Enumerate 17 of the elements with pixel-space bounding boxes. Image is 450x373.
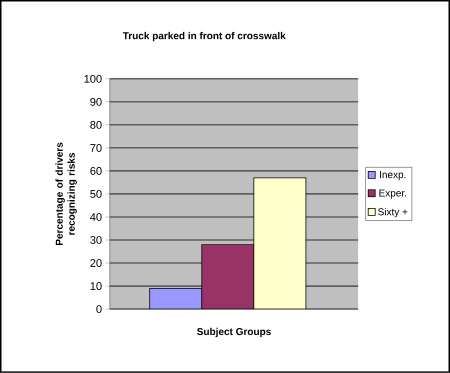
y-tick-label: 80 — [90, 121, 102, 129]
legend-label: Sixty + — [378, 208, 408, 218]
y-tick-label: 30 — [90, 236, 102, 244]
y-tick-label: 0 — [96, 305, 102, 314]
x-axis-title: Subject Groups — [197, 328, 271, 338]
y-tick-label: 60 — [90, 167, 102, 175]
y-tick-label: 40 — [90, 213, 102, 221]
legend-label: Exper. — [379, 190, 406, 199]
y-tick-label: 50 — [90, 190, 102, 198]
y-tick-label: 10 — [90, 282, 102, 290]
chart-title: Truck parked in front of crosswalk — [122, 32, 286, 42]
y-axis-title: Percentage of drivers recognizing risks — [55, 142, 77, 246]
legend-label: Inexp. — [380, 171, 406, 180]
y-tick-label: 70 — [90, 144, 102, 152]
y-tick-label: 100 — [84, 74, 102, 83]
y-tick-label: 20 — [90, 259, 102, 267]
y-tick-label: 90 — [90, 98, 102, 106]
